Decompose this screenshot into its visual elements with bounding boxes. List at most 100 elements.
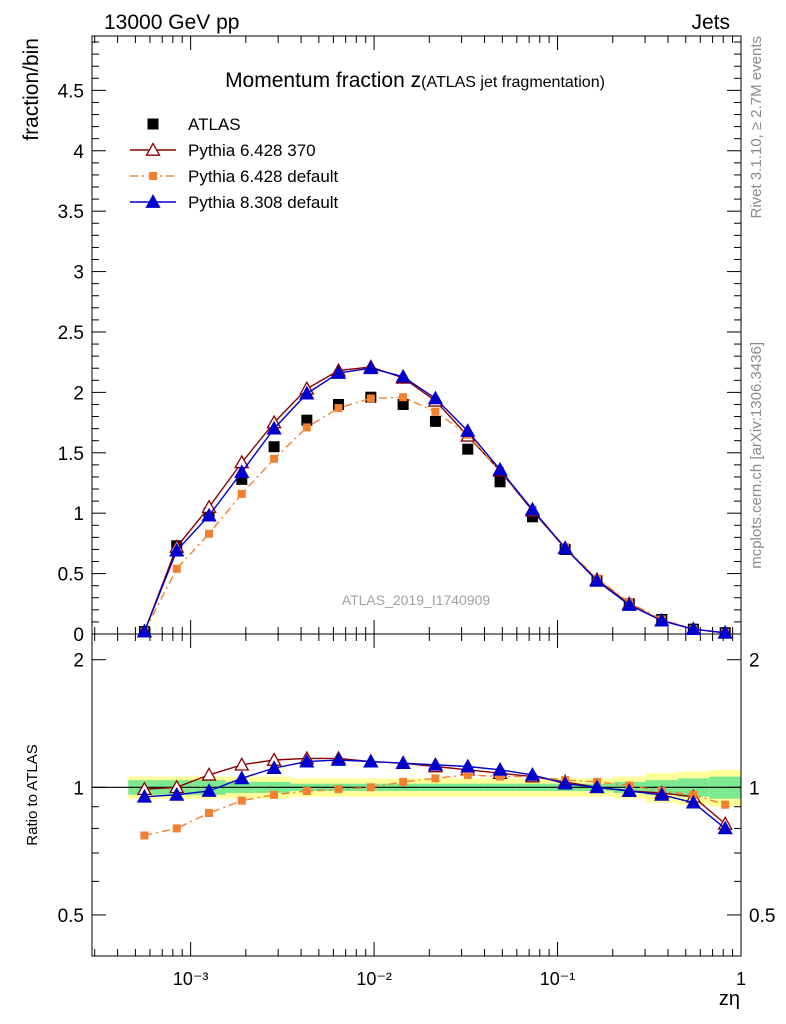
main-series-pythia-8-308-default [136,360,733,639]
main-y-tick-label: 3 [73,263,84,284]
ratio-series-pythia-8-308-default [136,752,733,835]
main-y-tick-label: 1.5 [58,444,84,465]
legend-label-atlas: ATLAS [188,115,241,134]
ratio-point-pythia-8-308-default [621,783,637,797]
ratio-point-pythia-8-308-default [557,775,573,790]
x-tick-label: 1 [736,969,746,989]
ratio-point-pythia-6-428-370 [234,756,250,771]
ratio-point-pythia-6-428-default [721,800,730,809]
analysis-watermark: ATLAS_2019_I1740909 [342,592,491,608]
ratio-point-pythia-8-308-default [589,779,605,794]
ratio-point-pythia-6-428-default [302,787,311,796]
main-point-pythia-6-428-default [237,489,246,498]
main-plot-title-sub: (ATLAS jet fragmentation) [421,74,605,91]
ratio-y-tick-label-right: 1 [749,778,760,799]
ratio-point-pythia-8-308-default [492,761,508,776]
main-point-pythia-8-308-default [654,612,670,627]
main-point-pythia-8-308-default [717,624,733,639]
ratio-point-pythia-8-308-default [169,787,185,801]
main-point-pythia-6-428-default [302,423,311,432]
ratio-point-pythia-6-428-default [463,770,472,779]
main-point-pythia-8-308-default [395,368,411,383]
ratio-point-pythia-8-308-default [299,753,315,768]
ratio-y-tick-label-right: 0.5 [749,906,775,927]
main-point-pythia-8-308-default [427,390,444,405]
main-point-pythia-6-428-default [205,529,214,538]
ratio-point-pythia-8-308-default [460,758,476,773]
mcplots-credit-label: mcplots.cern.ch [arXiv:1306.3436] [748,342,765,569]
main-y-tick-label: 4.5 [58,81,84,102]
legend-marker-pythia-6-428-370 [145,142,161,156]
ratio-point-pythia-6-428-default [399,777,408,786]
main-point-pythia-8-308-default [299,385,315,400]
legend: ATLAS Pythia 6.428 370 Pythia 6.428 defa… [188,115,339,212]
ratio-point-pythia-6-428-default [270,790,279,799]
x-tick-label: 10⁻¹ [540,969,576,989]
ratio-y-tick-label-left: 1 [73,778,84,799]
ratio-y-tick-label-left: 0.5 [58,906,84,927]
ratio-point-pythia-8-308-default [136,788,153,803]
main-point-pythia-6-428-default [334,404,343,413]
main-panel: Momentum fraction z(ATLAS jet fragmentat… [20,38,605,608]
main-point-atlas [397,398,409,410]
main-point-pythia-8-308-default [524,501,541,516]
main-y-tick-label: 2.5 [58,323,84,344]
main-point-pythia-6-428-default [270,454,279,463]
legend-entry-atlas [147,118,159,130]
ratio-point-pythia-8-308-default [395,755,411,770]
ratio-point-pythia-8-308-default [717,820,733,835]
main-point-atlas [429,415,441,427]
ratio-point-pythia-6-428-default [205,808,214,817]
ratio-point-pythia-6-428-default [366,783,375,792]
main-y-tick-label: 4 [73,142,84,163]
main-point-pythia-6-428-default [431,407,440,416]
main-point-atlas [268,441,280,453]
ratio-point-pythia-6-428-default [496,772,505,781]
ratio-point-pythia-8-308-default [363,753,379,768]
main-point-pythia-6-428-default [399,393,408,402]
ratio-point-pythia-8-308-default [234,770,250,785]
main-point-atlas [462,443,474,455]
main-y-tick-label: 3.5 [58,202,84,223]
legend-entry-pythia-8-308-default [130,194,176,208]
legend-marker-pythia-6-428-default [149,172,157,180]
main-point-atlas [526,511,538,523]
legend-label-pythia8-default: Pythia 8.308 default [188,193,339,212]
ratio-point-pythia-8-308-default [654,787,670,801]
main-point-pythia-6-428-default [366,394,375,403]
main-point-pythia-8-308-default [266,420,282,435]
axes [91,35,742,957]
main-point-pythia-8-308-default [621,597,637,611]
ratio-point-pythia-6-428-default [431,774,440,783]
energy-label: 13000 GeV pp [104,11,239,34]
ratio-panel: Ratio to ATLAS zη [24,744,740,1010]
legend-entry-pythia-6-428-370 [130,142,176,156]
ratio-point-pythia-8-308-default [524,767,541,781]
legend-marker-pythia-8-308-default [145,194,161,208]
ratio-point-pythia-6-428-370 [201,767,217,781]
main-plot-title-main: Momentum fraction z [225,69,421,92]
main-point-pythia-8-308-default [169,542,185,557]
x-tick-label: 10⁻² [356,969,392,989]
ratio-point-pythia-6-428-default [140,831,149,840]
main-point-pythia-8-308-default [201,507,217,522]
legend-label-pythia6-default: Pythia 6.428 default [188,167,339,186]
ratio-point-pythia-6-428-default [172,824,181,833]
main-point-pythia-6-428-default [172,564,181,573]
rivet-version-label: Rivet 3.1.10, ≥ 2.7M events [748,36,765,219]
x-axis-label: zη [719,988,740,1010]
main-y-axis-label: fraction/bin [20,38,43,141]
ratio-y-axis-label: Ratio to ATLAS [24,744,41,845]
main-y-tick-label: 0 [73,625,84,646]
ratio-point-pythia-8-308-default [266,760,282,774]
ratio-point-pythia-6-428-default [334,785,343,794]
ratio-y-tick-label-right: 2 [749,651,760,672]
main-point-atlas [494,476,506,488]
main-point-pythia-8-308-default [330,365,347,379]
ratio-y-tick-label-left: 2 [73,651,84,672]
main-point-pythia-8-308-default [136,623,153,638]
main-y-tick-label: 2 [73,383,84,404]
main-point-pythia-8-308-default [685,621,701,636]
legend-label-pythia6-370: Pythia 6.428 370 [188,141,316,160]
